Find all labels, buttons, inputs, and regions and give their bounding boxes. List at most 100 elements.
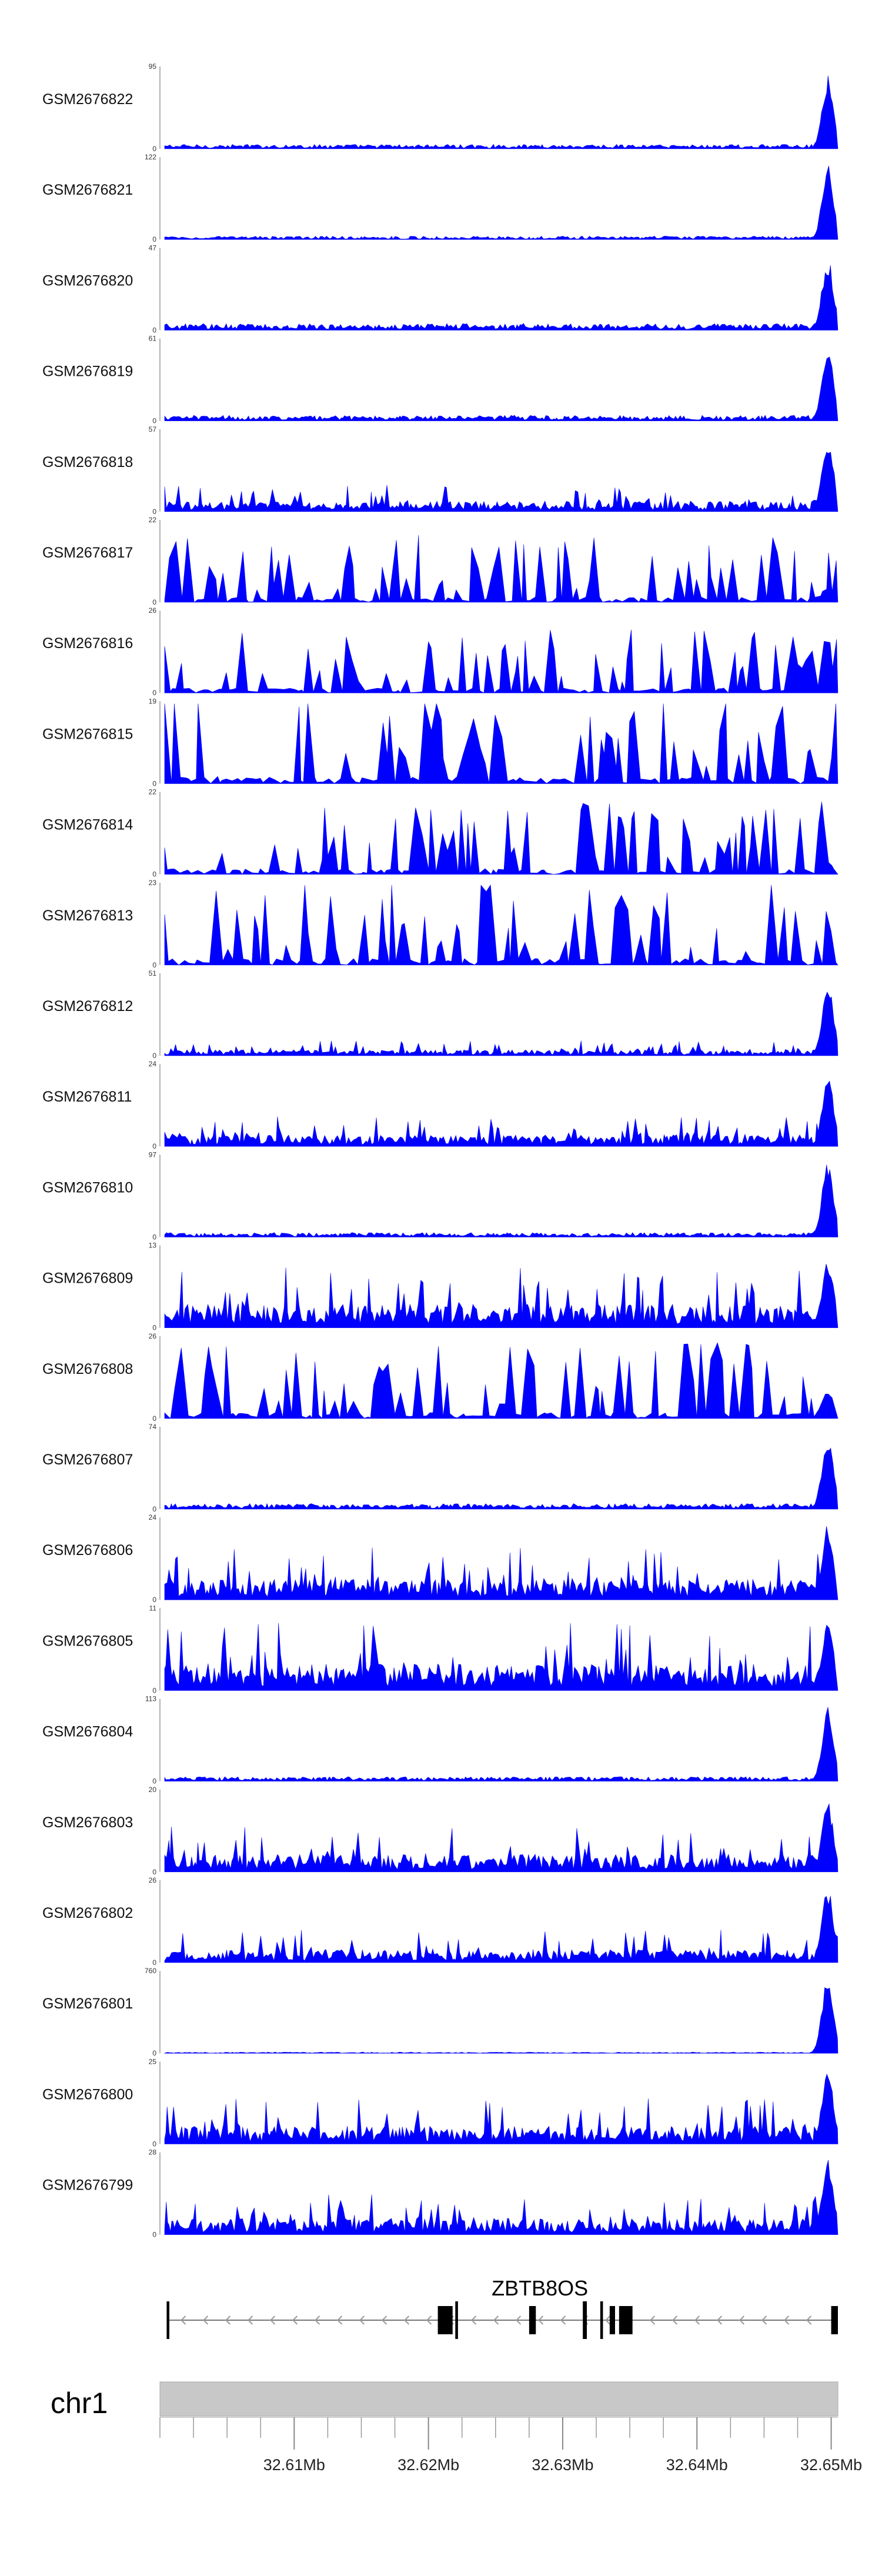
x-tick-label: 32.62Mb bbox=[397, 2456, 459, 2474]
strand-arrow bbox=[203, 2315, 209, 2325]
track-GSM2676818: GSM2676818 57 0 bbox=[42, 425, 838, 516]
strand-arrow bbox=[337, 2315, 343, 2325]
track-ymin-label: 0 bbox=[152, 598, 156, 606]
track-GSM2676815: GSM2676815 19 0 bbox=[42, 697, 838, 788]
track-ymax-label: 20 bbox=[149, 1786, 157, 1794]
track-GSM2676817: GSM2676817 22 0 bbox=[42, 516, 838, 606]
strand-arrow bbox=[605, 2315, 611, 2325]
track-ymin-label: 0 bbox=[152, 1777, 156, 1786]
track-label: GSM2676822 bbox=[42, 91, 133, 108]
track-signal-area bbox=[164, 1447, 838, 1510]
track-ymax-label: 760 bbox=[145, 1967, 156, 1975]
track-signal-area bbox=[164, 535, 838, 603]
track-GSM2676811: GSM2676811 24 0 bbox=[42, 1060, 838, 1150]
track-GSM2676813: GSM2676813 23 0 bbox=[42, 879, 838, 969]
track-ymax-label: 23 bbox=[149, 879, 157, 887]
track-signal-area bbox=[164, 1623, 838, 1691]
strand-arrow bbox=[248, 2315, 253, 2325]
track-label: GSM2676809 bbox=[42, 1270, 133, 1287]
track-GSM2676803: GSM2676803 20 0 bbox=[42, 1786, 838, 1876]
strand-arrow bbox=[404, 2315, 410, 2325]
track-ymax-label: 26 bbox=[149, 1332, 157, 1340]
track-ymin-label: 0 bbox=[152, 1324, 156, 1332]
track-GSM2676808: GSM2676808 26 0 bbox=[42, 1332, 838, 1423]
track-signal-area bbox=[164, 1896, 838, 1963]
track-signal-area bbox=[164, 703, 838, 785]
track-GSM2676804: GSM2676804 113 0 bbox=[42, 1695, 838, 1786]
strand-arrow bbox=[315, 2315, 320, 2325]
track-label: GSM2676819 bbox=[42, 363, 133, 380]
track-signal-area bbox=[164, 992, 838, 1056]
strand-arrow bbox=[650, 2315, 656, 2325]
track-ymax-label: 11 bbox=[149, 1604, 157, 1612]
x-tick-label: 32.63Mb bbox=[532, 2456, 593, 2474]
track-ymin-label: 0 bbox=[152, 1596, 156, 1604]
gene-exon bbox=[583, 2301, 587, 2339]
strand-arrow bbox=[806, 2315, 812, 2325]
track-signal-area bbox=[164, 356, 838, 421]
track-label: GSM2676807 bbox=[42, 1451, 133, 1468]
track-ymin-label: 0 bbox=[152, 1052, 156, 1060]
track-signal-area bbox=[164, 629, 838, 693]
track-label: GSM2676808 bbox=[42, 1361, 133, 1377]
track-ymax-label: 22 bbox=[149, 788, 157, 796]
track-ymin-label: 0 bbox=[152, 2049, 156, 2057]
track-signal-area bbox=[164, 1342, 838, 1419]
gene-exon bbox=[619, 2306, 633, 2334]
strand-arrow bbox=[538, 2315, 544, 2325]
track-ymax-label: 57 bbox=[149, 425, 157, 433]
track-ymax-label: 28 bbox=[149, 2148, 157, 2157]
strand-arrow bbox=[270, 2315, 276, 2325]
signal-tracks: GSM2676822950GSM26768211220GSM2676820470… bbox=[42, 62, 838, 2239]
strand-arrow bbox=[739, 2315, 745, 2325]
track-GSM2676801: GSM2676801 760 0 bbox=[42, 1967, 838, 2057]
track-signal-area bbox=[164, 884, 838, 966]
track-ymin-label: 0 bbox=[152, 1686, 156, 1694]
track-ymax-label: 24 bbox=[149, 1060, 157, 1068]
track-label: GSM2676817 bbox=[42, 545, 133, 561]
track-GSM2676799: GSM2676799 28 0 bbox=[42, 2148, 838, 2239]
track-GSM2676806: GSM2676806 24 0 bbox=[42, 1513, 838, 1604]
x-tick-label: 32.64Mb bbox=[666, 2456, 728, 2474]
chromosome-band bbox=[159, 2381, 838, 2417]
track-ymin-label: 0 bbox=[152, 326, 156, 334]
track-GSM2676819: GSM2676819 61 0 bbox=[42, 335, 838, 425]
track-signal-area bbox=[164, 1164, 838, 1237]
track-signal-area bbox=[164, 1707, 838, 1781]
track-signal-area bbox=[164, 1080, 838, 1147]
track-label: GSM2676821 bbox=[42, 182, 133, 198]
strand-arrow bbox=[471, 2315, 477, 2325]
track-signal-area bbox=[164, 265, 838, 331]
track-signal-area bbox=[164, 1987, 838, 2054]
track-ymin-label: 0 bbox=[152, 2140, 156, 2148]
gene-exons bbox=[166, 2301, 838, 2339]
track-label: GSM2676814 bbox=[42, 817, 133, 833]
track-GSM2676816: GSM2676816 26 0 bbox=[42, 606, 838, 697]
track-ymin-label: 0 bbox=[152, 689, 156, 697]
strand-arrow bbox=[761, 2315, 767, 2325]
track-ymin-label: 0 bbox=[152, 1233, 156, 1241]
strand-arrow bbox=[382, 2315, 387, 2325]
track-label: GSM2676813 bbox=[42, 907, 133, 924]
gene-name-label: ZBTB8OS bbox=[492, 2276, 588, 2300]
track-ymax-label: 47 bbox=[149, 243, 157, 252]
x-tick-label: 32.65Mb bbox=[800, 2456, 862, 2474]
strand-arrow bbox=[225, 2315, 231, 2325]
track-GSM2676822: GSM2676822 95 0 bbox=[42, 62, 838, 153]
gene-exon bbox=[455, 2301, 458, 2339]
strand-arrow bbox=[516, 2315, 522, 2325]
track-signal-area bbox=[164, 1526, 838, 1600]
track-ymin-label: 0 bbox=[152, 417, 156, 425]
track-label: GSM2676804 bbox=[42, 1724, 133, 1740]
track-signal-area bbox=[164, 802, 838, 875]
chromosome-track: chr1 bbox=[51, 2381, 838, 2420]
track-ymin-label: 0 bbox=[152, 1958, 156, 1967]
gene-annotation-track: ZBTB8OS bbox=[166, 2276, 838, 2339]
track-GSM2676820: GSM2676820 47 0 bbox=[42, 243, 838, 334]
track-GSM2676807: GSM2676807 74 0 bbox=[42, 1423, 838, 1513]
track-ymin-label: 0 bbox=[152, 1868, 156, 1876]
track-GSM2676800: GSM2676800 25 0 bbox=[42, 2057, 838, 2148]
strand-arrow bbox=[426, 2315, 432, 2325]
track-ymin-label: 0 bbox=[152, 779, 156, 788]
